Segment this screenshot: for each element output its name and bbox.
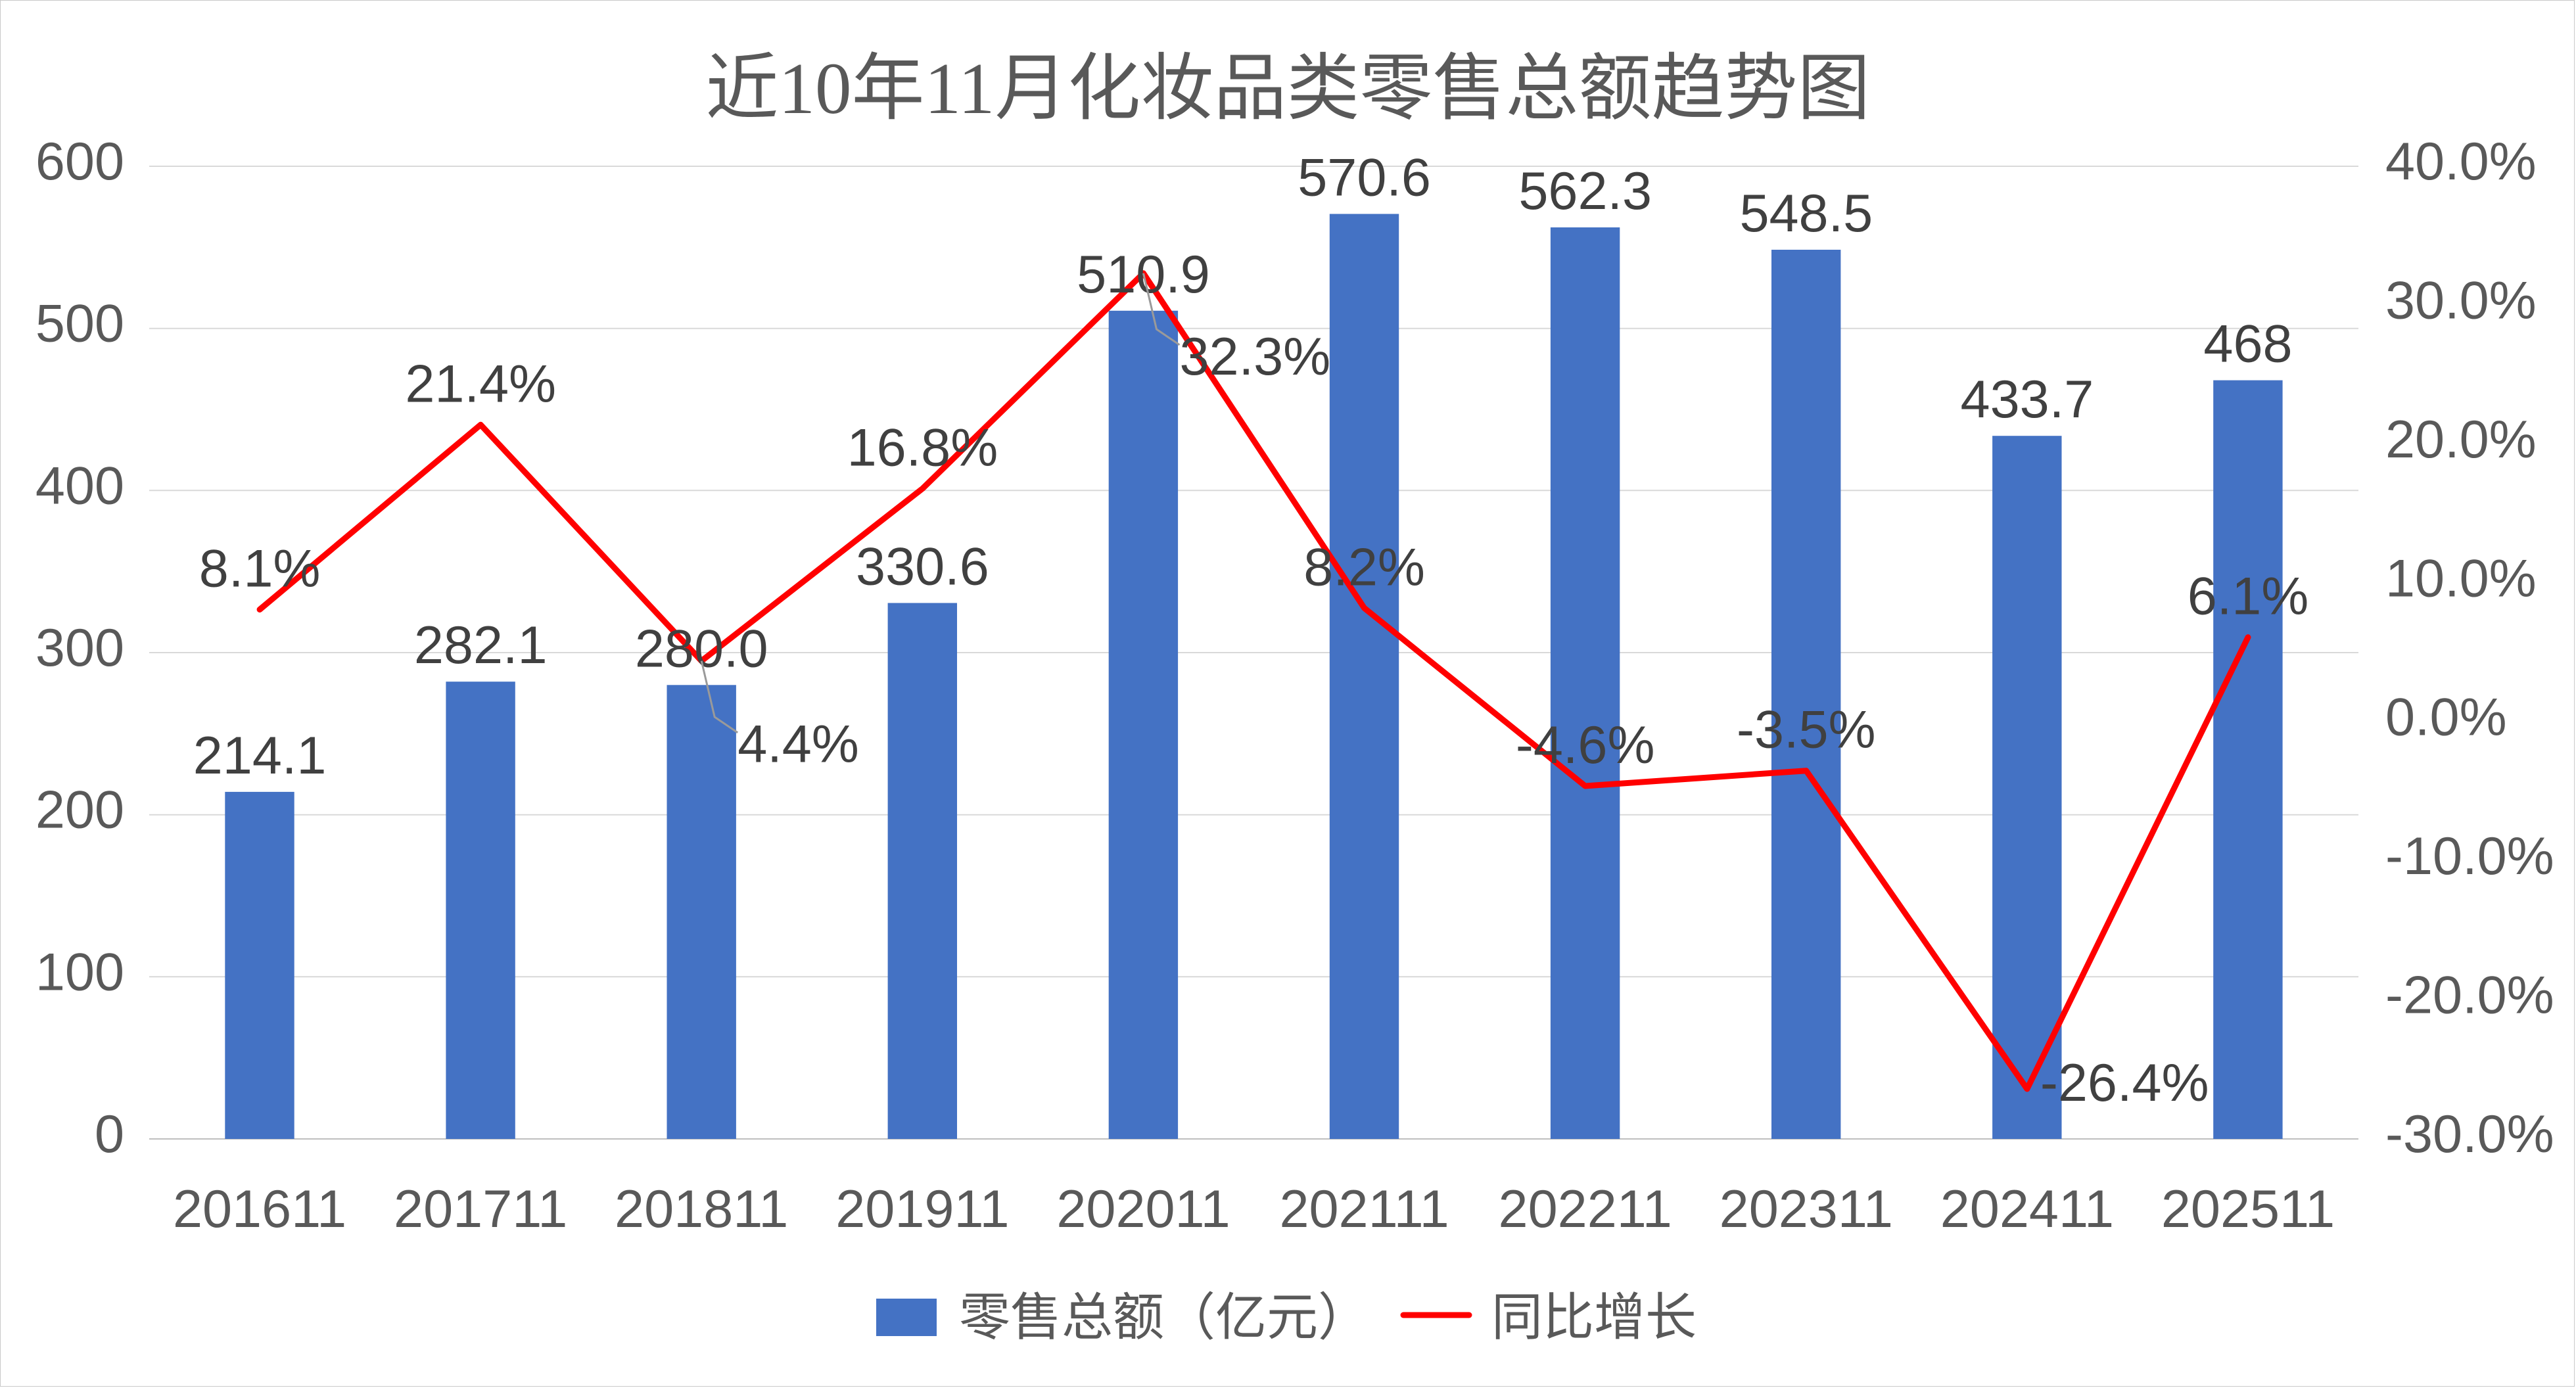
svg-text:40.0%: 40.0% bbox=[2385, 132, 2537, 191]
svg-text:202111: 202111 bbox=[1279, 1180, 1449, 1239]
svg-text:8.1%: 8.1% bbox=[199, 540, 321, 599]
svg-text:548.5: 548.5 bbox=[1739, 184, 1873, 243]
svg-text:400: 400 bbox=[35, 456, 124, 515]
svg-text:-4.6%: -4.6% bbox=[1516, 716, 1655, 775]
svg-text:433.7: 433.7 bbox=[1961, 370, 2094, 429]
svg-text:202311: 202311 bbox=[1720, 1180, 1893, 1239]
svg-text:201811: 201811 bbox=[615, 1180, 788, 1239]
svg-text:-26.4%: -26.4% bbox=[2040, 1053, 2209, 1113]
svg-text:562.3: 562.3 bbox=[1518, 162, 1652, 221]
svg-text:8.2%: 8.2% bbox=[1303, 538, 1425, 597]
svg-text:282.1: 282.1 bbox=[414, 616, 548, 675]
svg-text:6.1%: 6.1% bbox=[2188, 567, 2309, 626]
svg-text:16.8%: 16.8% bbox=[847, 419, 998, 478]
svg-text:21.4%: 21.4% bbox=[405, 354, 556, 413]
svg-text:10.0%: 10.0% bbox=[2385, 549, 2537, 608]
svg-text:280.0: 280.0 bbox=[635, 619, 768, 678]
svg-text:4.4%: 4.4% bbox=[738, 715, 859, 774]
svg-text:-3.5%: -3.5% bbox=[1737, 701, 1876, 760]
svg-text:202511: 202511 bbox=[2161, 1180, 2335, 1239]
svg-text:32.3%: 32.3% bbox=[1180, 327, 1331, 386]
svg-text:100: 100 bbox=[35, 942, 124, 1002]
svg-text:202211: 202211 bbox=[1499, 1180, 1672, 1239]
svg-text:同比增长: 同比增长 bbox=[1491, 1289, 1697, 1346]
svg-text:-20.0%: -20.0% bbox=[2385, 966, 2554, 1025]
svg-text:-30.0%: -30.0% bbox=[2385, 1105, 2554, 1164]
svg-text:201911: 201911 bbox=[835, 1180, 1009, 1239]
svg-text:0.0%: 0.0% bbox=[2385, 688, 2507, 747]
svg-text:201611: 201611 bbox=[173, 1180, 346, 1239]
svg-text:500: 500 bbox=[35, 294, 124, 354]
svg-text:201711: 201711 bbox=[394, 1180, 567, 1239]
svg-text:468: 468 bbox=[2203, 315, 2292, 374]
svg-text:214.1: 214.1 bbox=[193, 726, 327, 785]
svg-text:零售总额（亿元）: 零售总额（亿元） bbox=[959, 1289, 1369, 1346]
svg-text:30.0%: 30.0% bbox=[2385, 271, 2537, 330]
svg-text:570.6: 570.6 bbox=[1298, 149, 1431, 208]
svg-text:330.6: 330.6 bbox=[856, 538, 989, 597]
svg-text:300: 300 bbox=[35, 618, 124, 678]
svg-text:202411: 202411 bbox=[1940, 1180, 2114, 1239]
svg-text:202011: 202011 bbox=[1056, 1180, 1230, 1239]
svg-text:600: 600 bbox=[35, 132, 124, 191]
svg-text:0: 0 bbox=[95, 1105, 124, 1164]
svg-text:200: 200 bbox=[35, 781, 124, 840]
svg-text:-10.0%: -10.0% bbox=[2385, 827, 2554, 886]
svg-text:20.0%: 20.0% bbox=[2385, 410, 2537, 469]
